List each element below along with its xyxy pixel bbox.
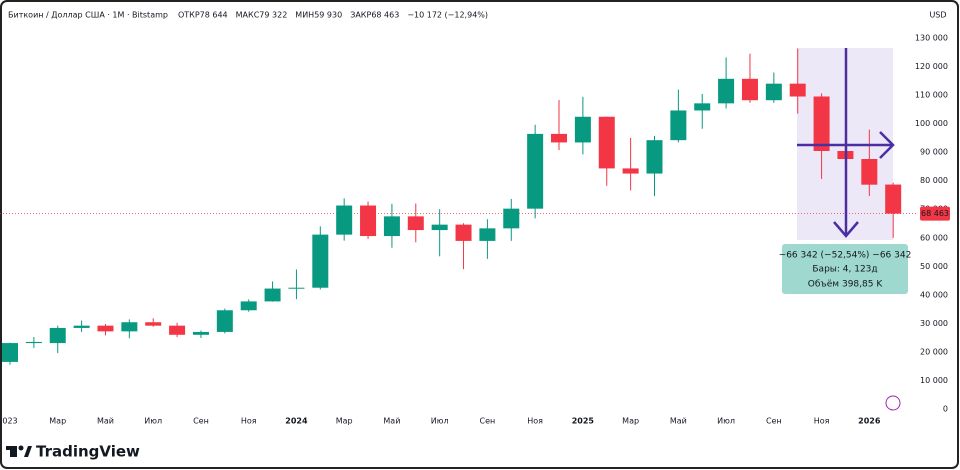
brand-name: TradingView [36,443,140,461]
arrow-head [879,131,895,159]
candle-body [192,331,209,335]
candle-body [25,341,42,344]
measure-volume: Объём 398,85 K [808,280,884,290]
y-tick-label: 110 000 [915,91,948,100]
candle-body [574,116,591,143]
y-tick-label: 50 000 [920,262,948,271]
candle-body [73,325,90,328]
x-tick-label: Ноя [814,417,830,426]
candle-body [503,208,520,229]
y-tick-label: 60 000 [920,233,948,242]
candle-body [765,83,782,101]
change: −10 172 (−12,94%) [407,11,488,20]
x-tick-label: Сен [766,417,782,426]
candle-body [383,216,400,237]
ohlc-value: 68 463 [371,11,399,20]
candle-body [288,287,305,289]
candle-body [336,205,353,235]
ohlc-label: ЗАКР [350,11,371,20]
candle-body [49,327,66,344]
x-tick-label: 023 [2,417,17,426]
candle-body [97,325,114,332]
x-tick-label: Сен [193,417,209,426]
candle-body [216,310,233,332]
x-tick-label: Июл [431,417,449,426]
y-tick-label: 0 [943,405,948,414]
x-tick-label: 2025 [572,417,595,426]
y-tick-label: 10 000 [920,376,948,385]
x-tick-label: Июл [144,417,162,426]
ohlc-value: 59 930 [314,11,342,20]
y-tick-label: 30 000 [920,319,948,328]
candle-body [407,216,424,231]
brand: TradingView [6,443,140,461]
ohlc-value: 79 322 [259,11,287,20]
y-tick-label: 90 000 [920,148,948,157]
x-tick-label: Мар [336,417,353,426]
candle-body [598,116,615,169]
x-tick-label: Май [670,417,687,426]
candle-body [646,140,663,174]
y-tick-label: 80 000 [920,176,948,185]
measure-change: −66 342 (−52,54%) −66 342 [779,251,912,261]
candle-body [670,110,687,141]
candle-body [789,83,806,97]
candle-body [431,224,448,231]
candle-body [240,301,257,311]
x-tick-label: Мар [49,417,66,426]
candle-body [145,322,162,326]
y-tick-label: 20 000 [920,347,948,356]
logo-dot [18,445,24,451]
candle-body [312,234,329,288]
alert-icon[interactable] [885,395,901,411]
ohlc-label: МИН [295,11,314,20]
y-tick-label: 120 000 [915,62,948,71]
candle-body [741,78,758,101]
logo-bar [10,446,17,457]
y-tick-label: 130 000 [915,34,948,43]
candle-body [479,228,496,241]
candle-body [527,133,544,209]
header-title: Биткоин / Доллар США · 1M · Bitstamp [8,11,168,20]
logo-bar [6,446,16,450]
measure-box [782,244,908,294]
measure-bars: Бары: 4, 123д [812,265,877,275]
candle-body [360,205,377,237]
x-tick-label: Июл [717,417,735,426]
candle-body [2,343,18,362]
x-tick-label: Ноя [241,417,257,426]
candle-body [718,78,735,104]
x-tick-label: Ноя [527,417,543,426]
x-tick-label: Сен [480,417,496,426]
candle-body [861,159,878,185]
currency: USD [929,11,946,20]
y-tick-label: 100 000 [915,119,948,128]
y-tick-label: 40 000 [920,290,948,299]
candle-body [622,168,639,174]
x-tick-label: Мар [622,417,639,426]
candle-body [694,103,711,111]
ohlc-label: ОТКР [178,11,200,20]
candle-body [885,184,902,214]
header: Биткоин / Доллар США · 1M · Bitstamp ОТКР… [8,11,488,20]
x-tick-label: Май [383,417,400,426]
candle-body [264,288,281,302]
x-tick-label: 2024 [285,417,308,426]
x-tick-label: Май [97,417,114,426]
ohlc-value: 78 644 [200,11,228,20]
ohlc-label: МАКС [236,11,260,20]
candle-body [551,133,568,143]
last-price-tag [920,206,950,221]
candle-body [455,224,472,241]
candle-body [169,325,186,335]
candle-body [813,96,830,152]
logo-mark [24,446,32,457]
x-tick-label: 2026 [858,417,881,426]
arrow-head [833,221,859,238]
measure-arrows [797,48,895,238]
last-price-label: 68 463 [921,209,949,218]
candle-body [121,322,138,332]
